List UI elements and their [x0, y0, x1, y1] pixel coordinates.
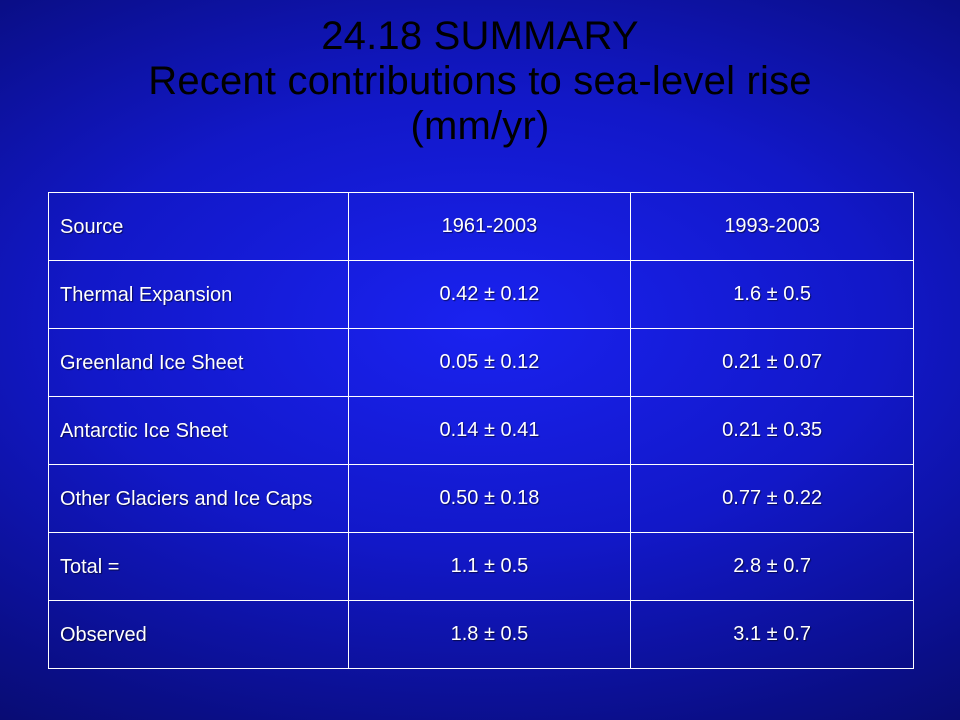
table-row: Antarctic Ice Sheet 0.14 ± 0.41 0.21 ± 0…: [48, 396, 914, 465]
row-value-1993-2003: 0.21 ± 0.07: [630, 328, 914, 397]
header-period-1961-2003: 1961-2003: [347, 192, 632, 261]
header-source: Source: [48, 192, 349, 261]
table-row-observed: Observed 1.8 ± 0.5 3.1 ± 0.7: [48, 600, 914, 669]
row-value-1993-2003: 1.6 ± 0.5: [630, 260, 914, 329]
title-line-2: Recent contributions to sea-level rise: [148, 59, 812, 103]
header-period-1993-2003: 1993-2003: [630, 192, 914, 261]
slide-title: 24.18 SUMMARY Recent contributions to se…: [0, 14, 960, 149]
row-value-1961-2003: 1.1 ± 0.5: [347, 532, 632, 601]
row-value-1961-2003: 0.05 ± 0.12: [347, 328, 632, 397]
table-header-row: Source 1961-2003 1993-2003: [48, 192, 914, 261]
table-row: Greenland Ice Sheet 0.05 ± 0.12 0.21 ± 0…: [48, 328, 914, 397]
row-source: Antarctic Ice Sheet: [48, 396, 349, 465]
row-value-1993-2003: 0.21 ± 0.35: [630, 396, 914, 465]
row-value-1961-2003: 0.42 ± 0.12: [347, 260, 632, 329]
table-row: Other Glaciers and Ice Caps 0.50 ± 0.18 …: [48, 464, 914, 533]
row-source: Thermal Expansion: [48, 260, 349, 329]
row-value-1961-2003: 1.8 ± 0.5: [347, 600, 632, 669]
row-source: Observed: [48, 600, 349, 669]
title-line-1: 24.18 SUMMARY: [321, 14, 639, 58]
sea-level-contributions-table: Source 1961-2003 1993-2003 Thermal Expan…: [48, 192, 914, 669]
row-value-1993-2003: 0.77 ± 0.22: [630, 464, 914, 533]
row-source: Greenland Ice Sheet: [48, 328, 349, 397]
row-source: Total =: [48, 532, 349, 601]
table-row: Thermal Expansion 0.42 ± 0.12 1.6 ± 0.5: [48, 260, 914, 329]
row-value-1961-2003: 0.14 ± 0.41: [347, 396, 632, 465]
row-value-1993-2003: 2.8 ± 0.7: [630, 532, 914, 601]
row-source: Other Glaciers and Ice Caps: [48, 464, 349, 533]
row-value-1993-2003: 3.1 ± 0.7: [630, 600, 914, 669]
title-line-3: (mm/yr): [410, 104, 550, 148]
row-value-1961-2003: 0.50 ± 0.18: [347, 464, 632, 533]
table-row-total: Total = 1.1 ± 0.5 2.8 ± 0.7: [48, 532, 914, 601]
